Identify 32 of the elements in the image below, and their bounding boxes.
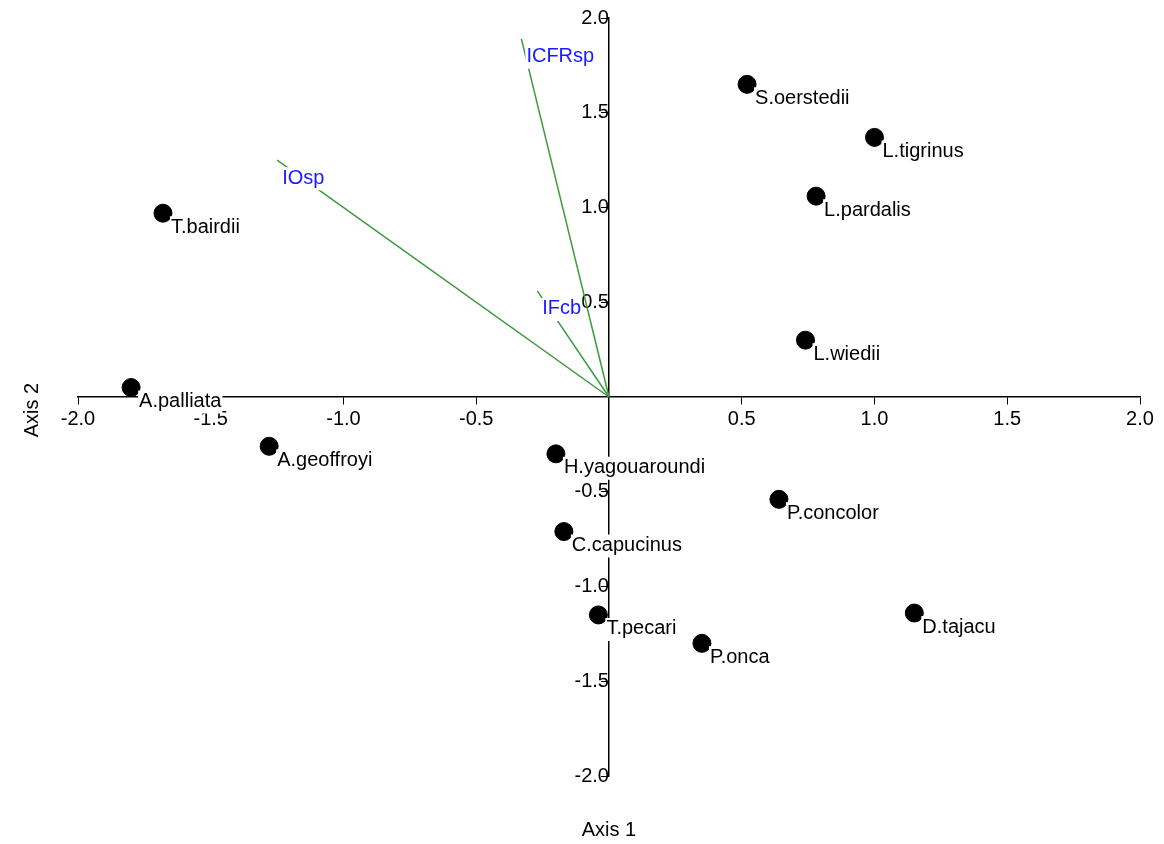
x-tick-label: 1.5 bbox=[993, 406, 1022, 429]
y-tick-label: 1.0 bbox=[581, 195, 609, 218]
annotation: S.oerstedii bbox=[755, 85, 850, 108]
y-tick-label: 1.5 bbox=[581, 100, 609, 123]
annotation: D.tajacu bbox=[922, 614, 996, 637]
x-tick-label: -1.0 bbox=[326, 406, 361, 429]
annotation: L.tigrinus bbox=[882, 138, 964, 161]
annotation: L.pardalis bbox=[824, 197, 911, 220]
x-tick-label: 0.5 bbox=[727, 406, 756, 429]
x-tick-label: 2.0 bbox=[1126, 406, 1154, 429]
annotation: L.wiedii bbox=[813, 341, 881, 364]
annotation: T.bairdii bbox=[170, 214, 240, 237]
x-tick-label: -0.5 bbox=[459, 406, 494, 429]
y-tick-label: -1.0 bbox=[574, 574, 609, 597]
annotation: C.capucinus bbox=[571, 533, 682, 556]
annotation: P.onca bbox=[709, 644, 771, 667]
annotation: T.pecari bbox=[606, 616, 677, 639]
annotation: A.geoffroyi bbox=[277, 447, 373, 470]
y-tick-label: -1.5 bbox=[574, 668, 609, 691]
y-tick-label: 2.0 bbox=[581, 5, 609, 28]
annotation: P.concolor bbox=[786, 500, 880, 523]
annotation: H.yagouaroundi bbox=[563, 455, 706, 478]
y-axis-title: Axis 2 bbox=[19, 382, 42, 438]
x-tick-label: -2.0 bbox=[60, 406, 96, 429]
y-tick-label: -0.5 bbox=[574, 479, 609, 502]
x-tick-label: 1.0 bbox=[860, 406, 889, 429]
y-tick-label: -2.0 bbox=[574, 763, 609, 786]
x-axis-title: Axis 1 bbox=[581, 817, 637, 840]
series-label: IOsp bbox=[282, 165, 325, 188]
annotation: A.palliata bbox=[139, 389, 223, 412]
series-label: IFcb bbox=[542, 296, 582, 319]
series-label: ICFRsp bbox=[526, 44, 595, 67]
